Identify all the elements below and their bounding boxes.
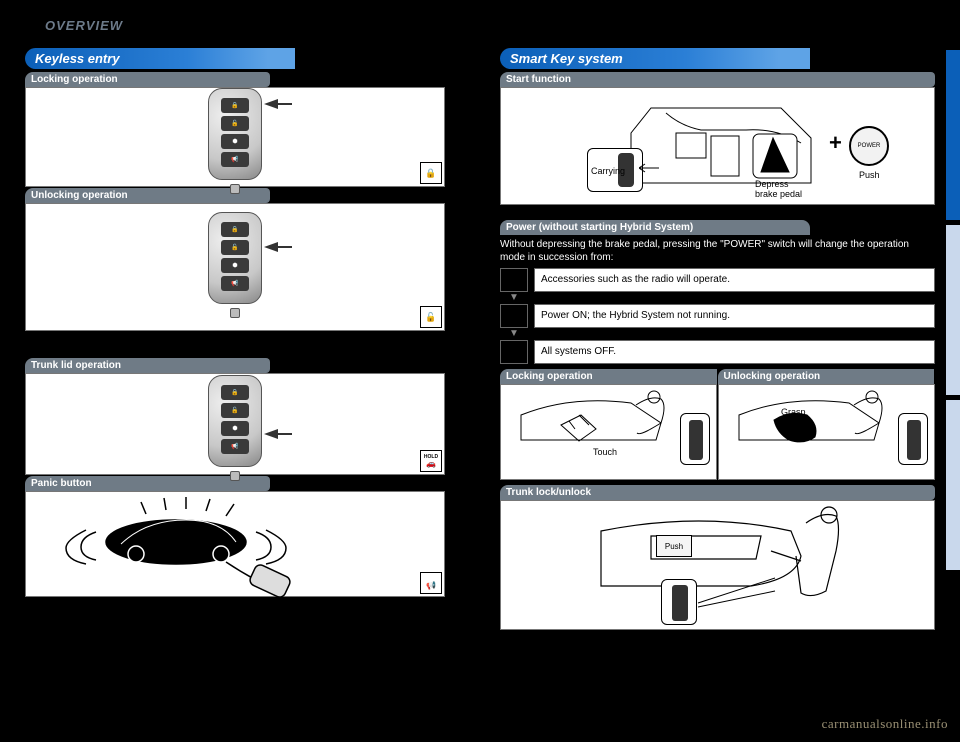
keyless-entry-title: Keyless entry <box>25 48 295 69</box>
hold-panic-icon: HOLD 📢 <box>420 572 442 594</box>
mode-icon-on <box>500 304 528 328</box>
tab-2 <box>946 225 960 395</box>
plus-icon: + <box>829 130 842 156</box>
tab-3 <box>946 400 960 570</box>
watermark: carmanualsonline.info <box>822 716 948 732</box>
right-column: Smart Key system Start function <box>500 48 935 713</box>
unlock-corner-icon: 🔓 <box>420 306 442 328</box>
dual-boxes: Touch Grasp <box>500 384 935 480</box>
down-arrow-icon: ▼ <box>500 292 528 304</box>
trunk-box-left: 🔒 🔓 ⬢ 📢 HOLD 🚗 <box>25 373 445 475</box>
power-header: Power (without starting Hybrid System) <box>500 220 810 235</box>
mode-row-3: All systems OFF. <box>500 340 935 364</box>
left-column: Keyless entry Locking operation 🔒 🔓 ⬢ 📢 … <box>25 48 460 713</box>
unlocking-half-box: Grasp <box>718 384 935 480</box>
manual-page: OVERVIEW Keyless entry Locking operation… <box>0 0 960 742</box>
unlocking-header-r: Unlocking operation <box>718 369 935 384</box>
mode-row-1: Accessories such as the radio will opera… <box>500 268 935 292</box>
mode-text-acc: Accessories such as the radio will opera… <box>534 268 935 292</box>
carrying-label: Carrying <box>591 166 625 176</box>
trunk-box-right: Push <box>500 500 935 630</box>
power-intro: Without depressing the brake pedal, pres… <box>500 235 935 268</box>
grasp-label: Grasp <box>781 407 806 417</box>
touch-label: Touch <box>593 447 617 457</box>
lock-icon: 🔒 <box>221 98 249 113</box>
dual-headers: Locking operation Unlocking operation <box>500 368 935 384</box>
depress-label: Depress brake pedal <box>755 180 802 200</box>
locking-header: Locking operation <box>25 72 270 87</box>
panic-icon: 📢 <box>221 152 249 167</box>
push-label: Push <box>859 170 880 180</box>
trunk-header-r: Trunk lock/unlock <box>500 485 935 500</box>
locking-header-r: Locking operation <box>500 369 717 384</box>
mode-row-2: Power ON; the Hybrid System not running. <box>500 304 935 328</box>
trunk-icon: ⬢ <box>221 258 249 273</box>
overview-header: OVERVIEW <box>45 18 123 33</box>
unlocking-box: 🔒 🔓 ⬢ 📢 🔓 <box>25 203 445 331</box>
down-arrow-icon: ▼ <box>500 328 528 340</box>
mode-icon-acc <box>500 268 528 292</box>
trunk-icon: ⬢ <box>221 134 249 149</box>
unlock-icon: 🔓 <box>221 240 249 255</box>
main-columns: Keyless entry Locking operation 🔒 🔓 ⬢ 📢 … <box>25 48 935 713</box>
side-tabs <box>946 50 960 710</box>
locking-box: 🔒 🔓 ⬢ 📢 🔒 <box>25 87 445 187</box>
start-header: Start function <box>500 72 935 87</box>
hold-trunk-icon: HOLD 🚗 <box>420 450 442 472</box>
lock-corner-icon: 🔒 <box>420 162 442 184</box>
mode-icon-off <box>500 340 528 364</box>
unlock-icon: 🔓 <box>221 116 249 131</box>
smartkey-title: Smart Key system <box>500 48 810 69</box>
mode-text-off: All systems OFF. <box>534 340 935 364</box>
panic-icon: 📢 <box>221 276 249 291</box>
lock-icon: 🔒 <box>221 222 249 237</box>
locking-half-box: Touch <box>500 384 717 480</box>
trunk-header: Trunk lid operation <box>25 358 270 373</box>
start-box: Carrying Depress brake pedal + POWER Pus… <box>500 87 935 205</box>
push-label-trunk: Push <box>656 535 692 557</box>
panic-box: HOLD 📢 <box>25 491 445 597</box>
mode-text-on: Power ON; the Hybrid System not running. <box>534 304 935 328</box>
tab-active <box>946 50 960 220</box>
